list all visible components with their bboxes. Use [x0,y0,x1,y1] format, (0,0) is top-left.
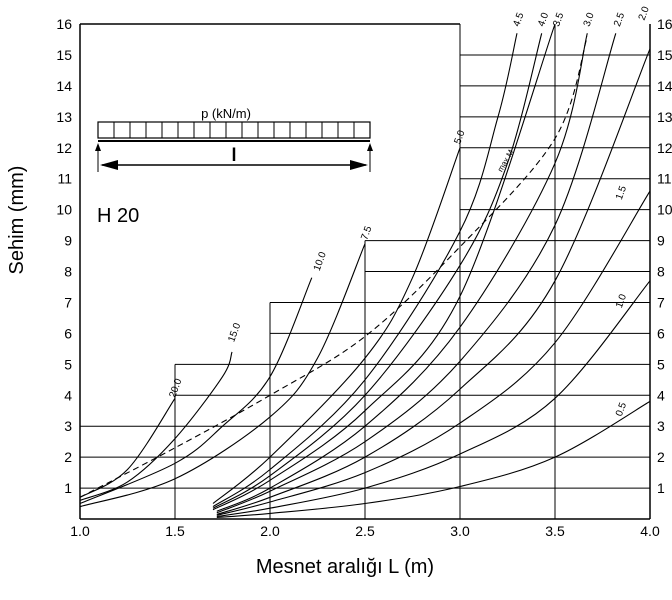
curve-label: 4.5 [511,11,526,28]
right-y-tick-label: 5 [657,356,665,372]
curve-20.0 [79,397,176,498]
curve-label: 20.0 [167,377,184,399]
load-cells [113,122,355,138]
right-y-tick-label: 11 [657,171,672,187]
x-tick-label: 1.0 [70,523,90,539]
y-tick-label: 6 [64,325,72,341]
span-arrow-right [350,160,368,170]
y-tick-label: 5 [64,356,72,372]
y-tick-label: 1 [64,480,72,496]
curve-label: 0.5 [614,401,629,418]
span-arrow-left [100,160,118,170]
curve-label: 7.5 [359,224,374,241]
curve-label: 3.0 [582,11,597,28]
curve-label: 1.5 [614,184,629,201]
y-tick-label: 9 [64,233,72,249]
curve-7.5 [79,243,366,508]
max-m-line [79,36,588,498]
max-m-label: max M [496,148,516,174]
x-tick-label: 1.5 [165,523,185,539]
grid-lines [80,24,650,519]
curve-3.5 [212,23,556,511]
load-label: p (kN/m) [201,106,251,121]
right-support-arrow [367,143,373,151]
x-tick-label: 2.0 [260,523,280,539]
y-tick-label: 15 [56,47,72,63]
right-y-tick-label: 1 [657,480,665,496]
curve-label: 1.0 [614,292,629,309]
curve-label: 10.0 [312,250,329,272]
y-tick-label: 2 [64,449,72,465]
right-y-tick-label: 6 [657,325,665,341]
curve-1.0 [216,280,651,518]
y-tick-label: 14 [56,78,72,94]
right-y-tick-label: 8 [657,264,665,280]
right-y-tick-label: 4 [657,387,665,403]
right-y-tick-label: 9 [657,233,665,249]
right-y-tick-label: 13 [657,109,672,125]
right-y-tick-label: 15 [657,47,672,63]
curve-2.5 [216,33,617,514]
x-tick-label: 2.5 [355,523,375,539]
curve-label: 2.5 [612,11,627,28]
right-y-tick-label: 10 [657,202,672,218]
y-tick-label: 11 [57,171,72,187]
right-y-tick-label: 7 [657,294,665,310]
profile-label: H 20 [97,205,139,227]
curve-label: 15.0 [226,321,243,343]
curve-10.0 [79,277,313,505]
x-tick-label: 4.0 [640,523,660,539]
right-y-tick-label: 16 [657,16,672,32]
curve-label: 2.0 [637,5,652,22]
y-tick-label: 10 [56,202,72,218]
span-symbol: l [231,145,236,165]
curve-label: 3.5 [551,11,566,28]
curve-0.5 [216,400,651,519]
load-curves: 20.0 15.0 10.0 7.5 5.0 4.5 4.0 3.5 3.0 2.5 2.0 1.5 1… [79,5,652,519]
curve-4.5 [212,33,518,508]
y-axis-title: Sehim (mm) [6,166,28,275]
curve-label: 4.0 [536,11,551,28]
beam-load-diagram: p (kN/m) l [95,106,373,172]
distributed-load-band [97,121,371,139]
y-tick-label: 8 [64,264,72,280]
right-y-tick-label: 14 [657,78,672,94]
y-tick-label: 4 [64,387,72,403]
curve-15.0 [79,351,233,501]
curve-label: 5.0 [452,128,467,145]
y-tick-label: 12 [56,140,72,156]
curve-5.0 [212,147,461,504]
y-tick-label: 13 [56,109,72,125]
curve-1.5 [216,190,651,516]
plot-frame [79,23,651,520]
left-support-arrow [95,143,101,151]
y-tick-label: 7 [64,294,72,310]
right-y-tick-label: 12 [657,140,672,156]
curve-3.0 [216,33,588,512]
x-tick-label: 3.5 [545,523,565,539]
x-axis-title: Mesnet aralığı L (m) [256,556,434,578]
y-tick-label: 3 [64,418,72,434]
right-y-tick-label: 3 [657,418,665,434]
curve-2.0 [216,48,651,515]
x-tick-label: 3.0 [450,523,470,539]
axis-tick-labels: 1.0 1.5 2.0 2.5 3.0 3.5 4.01234567891011121314… [56,16,672,539]
right-y-tick-label: 2 [657,449,665,465]
y-tick-label: 16 [56,16,72,32]
curve-4.0 [212,33,543,509]
